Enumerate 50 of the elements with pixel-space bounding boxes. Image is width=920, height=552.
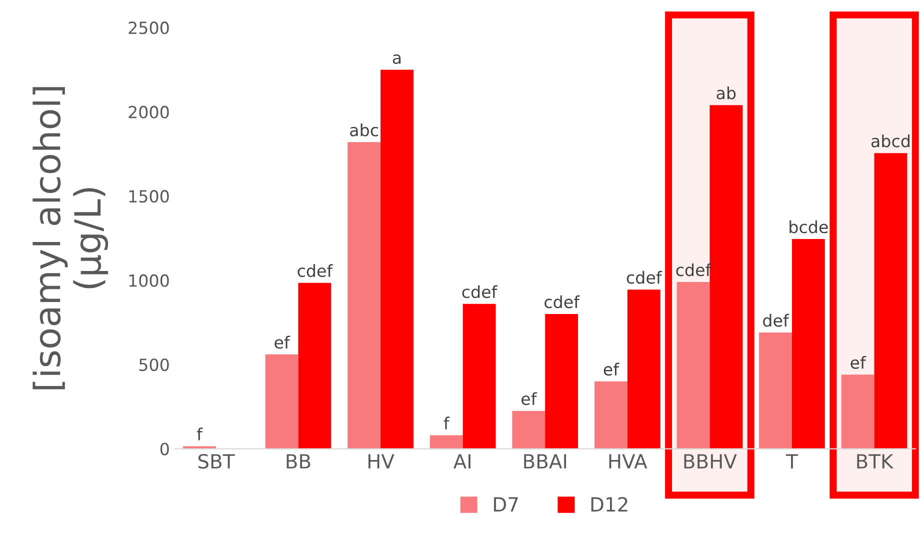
data-label: f bbox=[444, 416, 450, 430]
data-label: cdef bbox=[462, 285, 498, 298]
y-tick-label: 1000 bbox=[129, 274, 169, 287]
y-axis-title: [isoamyl alcohol] (µg/L) bbox=[32, 87, 108, 390]
x-tick-label: AI bbox=[453, 454, 470, 468]
legend-label: D7 bbox=[494, 497, 518, 512]
data-label: a bbox=[392, 54, 401, 64]
data-label: abcd bbox=[871, 134, 910, 148]
bar bbox=[512, 410, 546, 449]
bar bbox=[265, 354, 298, 449]
data-label: cdef bbox=[544, 295, 580, 308]
x-tick-label: BBHV bbox=[684, 454, 737, 468]
bar bbox=[841, 374, 874, 449]
bar bbox=[462, 304, 496, 449]
data-label: def bbox=[763, 314, 790, 327]
data-label: ef bbox=[274, 336, 290, 349]
y-tick-label: 500 bbox=[139, 358, 169, 372]
bar bbox=[710, 105, 743, 449]
bar bbox=[298, 282, 332, 449]
y-tick-label: 1500 bbox=[129, 190, 169, 203]
x-tick-label: BTK bbox=[857, 454, 894, 468]
data-label: ef bbox=[522, 392, 538, 406]
bar bbox=[348, 142, 381, 449]
data-label: abc bbox=[350, 124, 378, 136]
bar bbox=[594, 381, 628, 449]
bar bbox=[676, 282, 710, 449]
data-label: bcde bbox=[790, 220, 828, 234]
x-tick-label: HV bbox=[368, 454, 394, 468]
x-tick-label: HVA bbox=[609, 454, 648, 468]
data-label: f bbox=[196, 428, 203, 440]
data-label: cdef bbox=[298, 264, 333, 278]
bar bbox=[545, 314, 578, 449]
data-label: cdef bbox=[626, 270, 662, 284]
bar bbox=[380, 70, 414, 449]
bar bbox=[759, 332, 792, 449]
bar bbox=[627, 290, 660, 449]
y-tick-label: 2000 bbox=[128, 106, 169, 118]
x-tick-label: T bbox=[786, 454, 798, 468]
bar bbox=[792, 239, 825, 449]
y-tick-label: 0 bbox=[160, 442, 169, 456]
data-label: ab bbox=[716, 86, 736, 100]
data-label: ef bbox=[850, 356, 866, 369]
x-tick-label: SBT bbox=[198, 454, 235, 469]
x-tick-label: BBAI bbox=[524, 454, 566, 468]
bar bbox=[430, 435, 463, 449]
bar bbox=[874, 153, 908, 449]
y-tick-label: 2500 bbox=[128, 22, 169, 34]
data-label: ef bbox=[604, 362, 620, 376]
x-tick-label: BB bbox=[286, 454, 310, 468]
legend-label: D12 bbox=[591, 497, 628, 512]
